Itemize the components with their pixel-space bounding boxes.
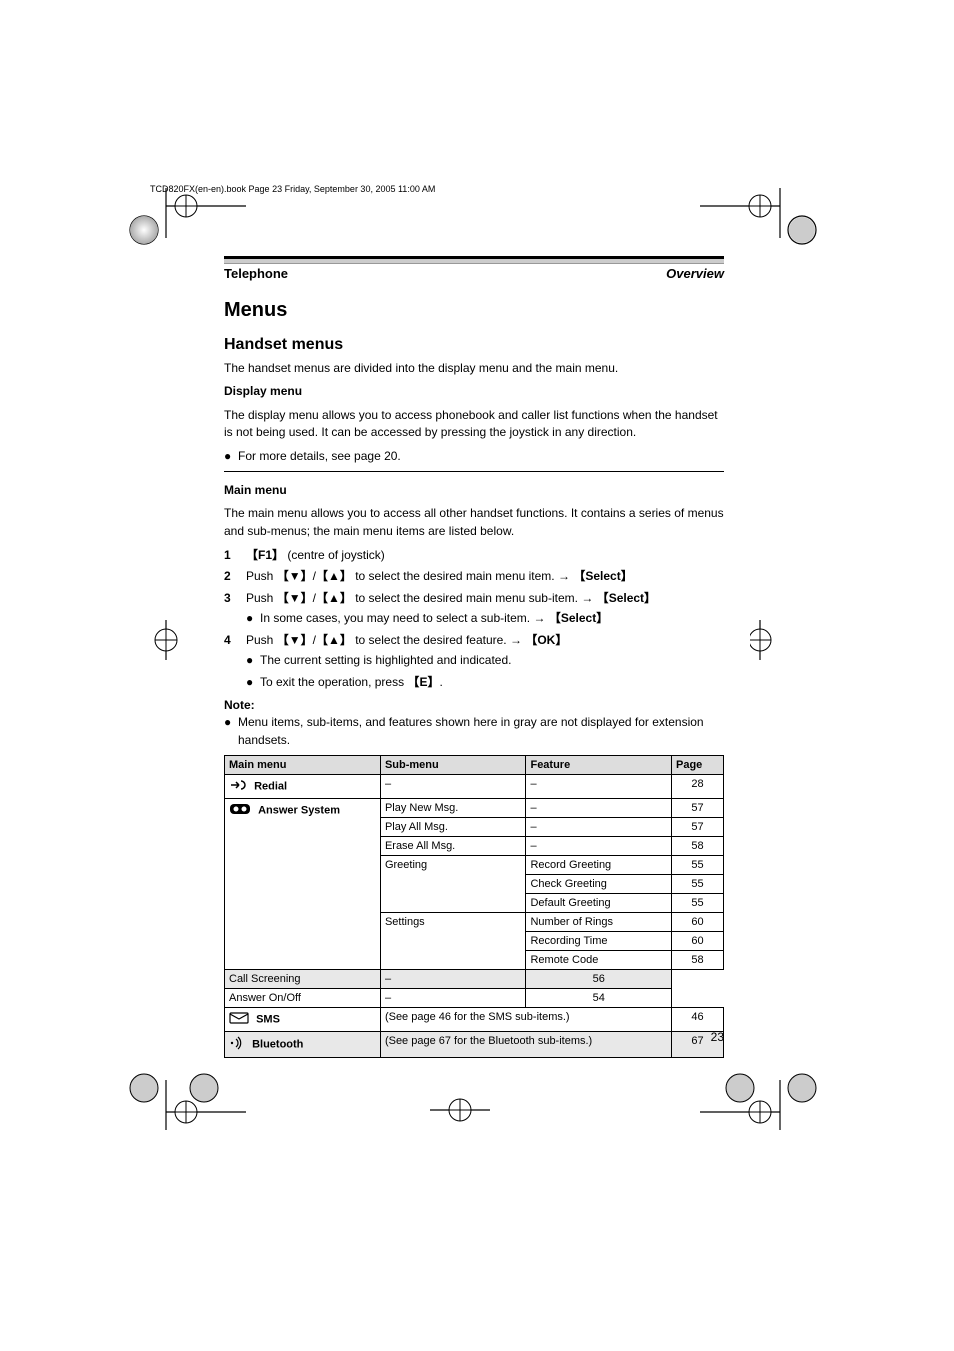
main-menu-paragraph: The main menu allows you to access all o… <box>224 505 724 540</box>
feature-cell: – <box>380 989 526 1008</box>
sms-icon <box>229 1011 249 1028</box>
page-cell: 60 <box>672 932 724 951</box>
table-row: Call Screening–56 <box>225 970 724 989</box>
feature-cell: – <box>526 799 672 818</box>
feature-cell: Remote Code <box>526 951 672 970</box>
crop-mark-top-left <box>126 188 246 248</box>
menu-label: Answer System <box>258 805 340 817</box>
display-menu-bullet-text: For more details, see page 20. <box>238 448 724 465</box>
page-cell: 56 <box>526 970 672 989</box>
col-sub-menu: Sub-menu <box>380 756 526 775</box>
col-feature: Feature <box>526 756 672 775</box>
note-row: Note: <box>224 697 724 714</box>
sub-menu-cell: Call Screening <box>225 970 381 989</box>
step-4: 4 Push 【▼】/【▲】 to select the desired fea… <box>224 631 724 650</box>
col-page: Page <box>672 756 724 775</box>
bullet-dot: ● <box>224 448 238 465</box>
page-cell: 54 <box>526 989 672 1008</box>
sub-menu-cell: Answer On/Off <box>225 989 381 1008</box>
crop-mark-mid-right <box>750 620 810 660</box>
display-menu-heading: Display menu <box>224 383 724 400</box>
steps-block: 1 【F1】 (centre of joystick) 2 Push 【▼】/【… <box>224 546 724 691</box>
step-2: 2 Push 【▼】/【▲】 to select the desired mai… <box>224 567 724 586</box>
sub-menu-cell: Settings <box>380 913 526 970</box>
feature-cell: Number of Rings <box>526 913 672 932</box>
feature-cell: – <box>526 818 672 837</box>
table-row: Answer System Play New Msg.–57 <box>225 799 724 818</box>
page-cell: 57 <box>672 799 724 818</box>
step-1: 1 【F1】 (centre of joystick) <box>224 546 724 565</box>
header-row: Telephone Overview <box>224 266 724 281</box>
page-cell: 57 <box>672 818 724 837</box>
feature-cell: Recording Time <box>526 932 672 951</box>
page-cell: 55 <box>672 894 724 913</box>
feature-cell: – <box>380 970 526 989</box>
crop-mark-bottom-center <box>430 1090 490 1130</box>
step-4-bullet-1: ● The current setting is highlighted and… <box>246 652 724 669</box>
main-menu-heading: Main menu <box>224 482 724 499</box>
menus-heading: Menus <box>224 299 724 322</box>
table-row: Answer On/Off–54 <box>225 989 724 1008</box>
crop-mark-bottom-right <box>700 1060 820 1130</box>
sub-menu-cell: Play All Msg. <box>380 818 526 837</box>
page-cell: 28 <box>672 775 724 799</box>
feature-cell: Check Greeting <box>526 875 672 894</box>
crop-mark-bottom-left <box>126 1060 246 1130</box>
page-content: Telephone Overview Menus Handset menus T… <box>224 256 724 1058</box>
section-label: Telephone <box>224 266 288 281</box>
step-3-bullet: ● In some cases, you may need to select … <box>246 610 724 627</box>
page-cell: 55 <box>672 856 724 875</box>
handset-menus-heading: Handset menus <box>224 336 724 354</box>
step-4-bullet-2: ● To exit the operation, press 【E】. <box>246 674 724 691</box>
page-cell: 60 <box>672 913 724 932</box>
menu-label: Redial <box>254 781 287 793</box>
col-main-menu: Main menu <box>225 756 381 775</box>
menu-table: Main menu Sub-menu Feature Page Redial––… <box>224 755 724 1058</box>
sub-menu-cell: Erase All Msg. <box>380 837 526 856</box>
crop-mark-top-right <box>700 188 820 248</box>
sub-menu-cell: (See page 46 for the SMS sub-items.) <box>380 1008 671 1032</box>
ans-icon <box>229 802 251 819</box>
note-bullet: ● Menu items, sub-items, and features sh… <box>224 714 724 749</box>
page-number: 23 <box>224 1030 724 1044</box>
feature-cell: Default Greeting <box>526 894 672 913</box>
intro-paragraph: The handset menus are divided into the d… <box>224 360 724 377</box>
page-cell: 58 <box>672 837 724 856</box>
crop-mark-mid-left <box>126 620 186 660</box>
header-rule <box>224 256 724 264</box>
display-menu-bullet: ● For more details, see page 20. <box>224 448 724 465</box>
page-cell: 58 <box>672 951 724 970</box>
divider <box>224 471 724 472</box>
feature-cell: Record Greeting <box>526 856 672 875</box>
page-cell: 55 <box>672 875 724 894</box>
sub-menu-cell: – <box>380 775 526 799</box>
overview-label: Overview <box>666 266 724 281</box>
sub-menu-cell: Greeting <box>380 856 526 913</box>
page-cell: 46 <box>672 1008 724 1032</box>
feature-cell: – <box>526 775 672 799</box>
table-header-row: Main menu Sub-menu Feature Page <box>225 756 724 775</box>
table-row: Redial––28 <box>225 775 724 799</box>
display-menu-paragraph: The display menu allows you to access ph… <box>224 407 724 442</box>
redial-icon <box>229 778 247 795</box>
feature-cell: – <box>526 837 672 856</box>
table-row: SMS (See page 46 for the SMS sub-items.)4… <box>225 1008 724 1032</box>
menu-label: SMS <box>256 1014 280 1026</box>
book-footer: TCD820FX(en-en).book Page 23 Friday, Sep… <box>150 184 435 194</box>
step-3: 3 Push 【▼】/【▲】 to select the desired mai… <box>224 589 724 608</box>
sub-menu-cell: Play New Msg. <box>380 799 526 818</box>
